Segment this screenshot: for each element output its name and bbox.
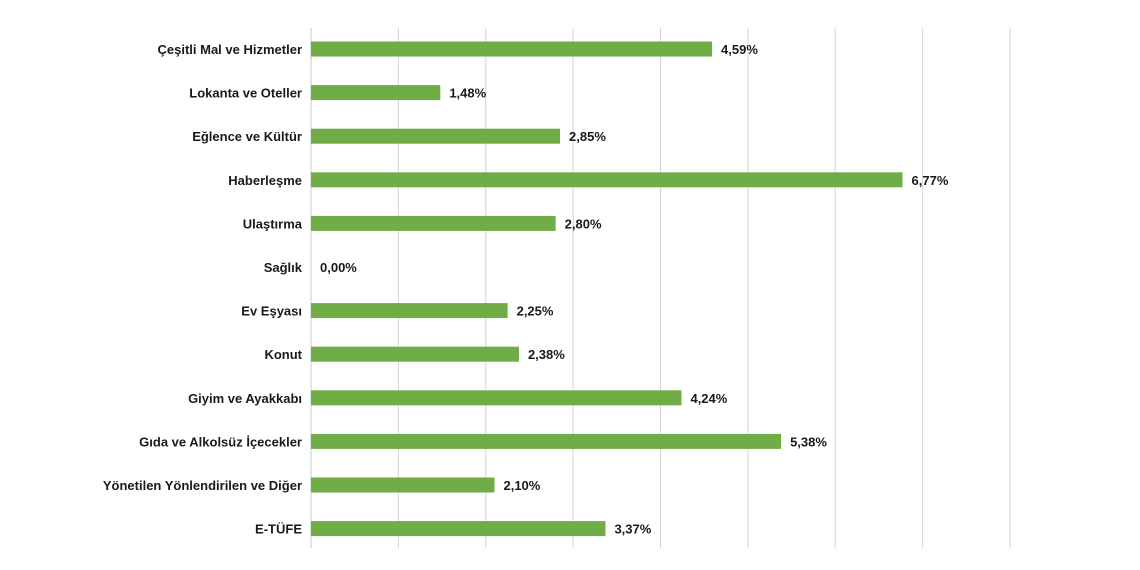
bar xyxy=(311,215,556,231)
category-label: Ulaştırma xyxy=(243,216,303,231)
bar xyxy=(311,85,441,101)
category-label: Sağlık xyxy=(264,260,303,275)
category-label: Yönetilen Yönlendirilen ve Diğer xyxy=(103,478,302,493)
category-label: Lokanta ve Oteller xyxy=(189,86,302,101)
data-label: 3,37% xyxy=(614,522,651,537)
bar xyxy=(311,433,782,449)
bar xyxy=(311,172,903,188)
data-label: 6,77% xyxy=(912,173,949,188)
category-labels: Çeşitli Mal ve Hizmetler Lokanta ve Otell… xyxy=(103,42,303,537)
bar xyxy=(311,521,606,537)
bar xyxy=(311,346,519,362)
category-label: Konut xyxy=(264,347,302,362)
data-label: 2,10% xyxy=(503,478,540,493)
bars-group xyxy=(311,41,903,537)
category-label: Ev Eşyası xyxy=(241,304,302,319)
gridlines xyxy=(310,28,1011,548)
data-label: 4,59% xyxy=(721,42,758,57)
bar xyxy=(311,390,682,406)
data-label: 0,00% xyxy=(320,260,357,275)
category-label: Gıda ve Alkolsüz İçecekler xyxy=(139,434,302,449)
category-label: E-TÜFE xyxy=(255,522,302,537)
data-label: 5,38% xyxy=(790,434,827,449)
value-labels: 4,59% 1,48% 2,85% 6,77% 2,80% 0,00% 2,25% 2,38%… xyxy=(320,42,949,537)
category-label: Haberleşme xyxy=(228,173,302,188)
data-label: 2,25% xyxy=(517,304,554,319)
data-label: 2,38% xyxy=(528,347,565,362)
bar xyxy=(311,128,561,144)
category-label: Çeşitli Mal ve Hizmetler xyxy=(158,42,303,57)
data-label: 2,80% xyxy=(565,216,602,231)
data-label: 4,24% xyxy=(690,391,727,406)
category-label: Eğlence ve Kültür xyxy=(192,129,302,144)
bar xyxy=(311,303,508,319)
data-label: 2,85% xyxy=(569,129,606,144)
data-label: 1,48% xyxy=(449,86,486,101)
bar xyxy=(311,41,713,57)
bar xyxy=(311,477,495,493)
category-label: Giyim ve Ayakkabı xyxy=(188,391,302,406)
